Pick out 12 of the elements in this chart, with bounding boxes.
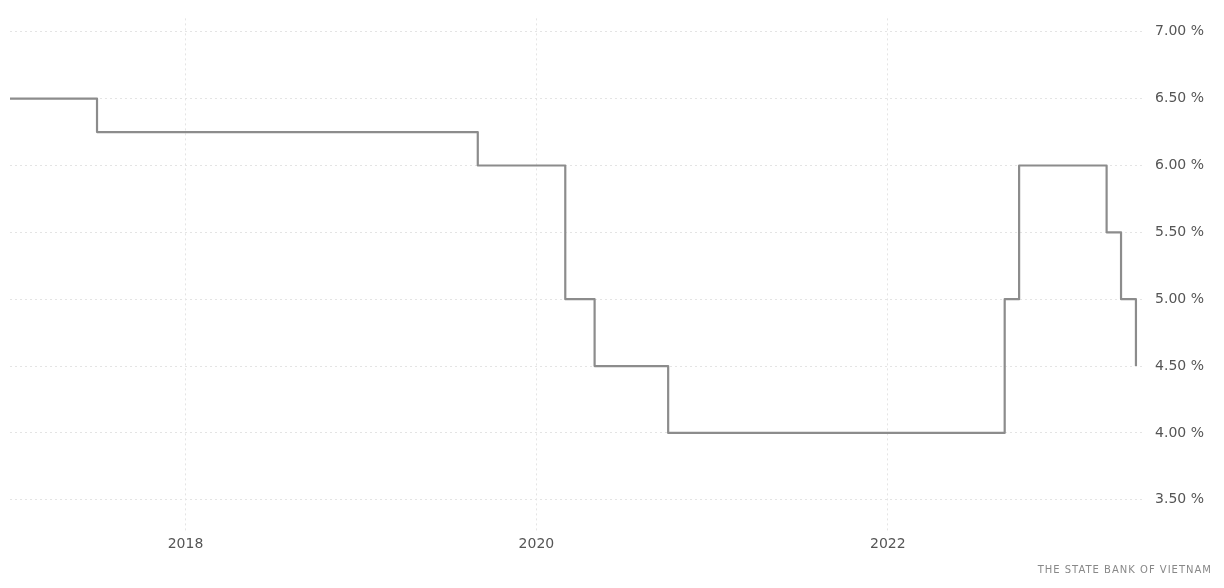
x-tick-label: 2018: [167, 535, 204, 552]
y-tick-label: 4.00 %: [1155, 423, 1205, 440]
y-tick-label: 4.50 %: [1155, 356, 1205, 373]
y-tick-label: 5.50 %: [1155, 222, 1205, 239]
text: THE STATE BANK OF VIETNAM: [1037, 564, 1212, 575]
y-tick-label: 3.50 %: [1155, 490, 1205, 507]
y-tick-label: 6.00 %: [1155, 156, 1205, 173]
x-tick-label: 2022: [870, 535, 906, 552]
y-tick-label: 7.00 %: [1155, 22, 1205, 39]
y-tick-label: 5.00 %: [1155, 289, 1205, 306]
x-tick-label: 2020: [518, 535, 555, 552]
y-tick-label: 6.50 %: [1155, 89, 1205, 106]
